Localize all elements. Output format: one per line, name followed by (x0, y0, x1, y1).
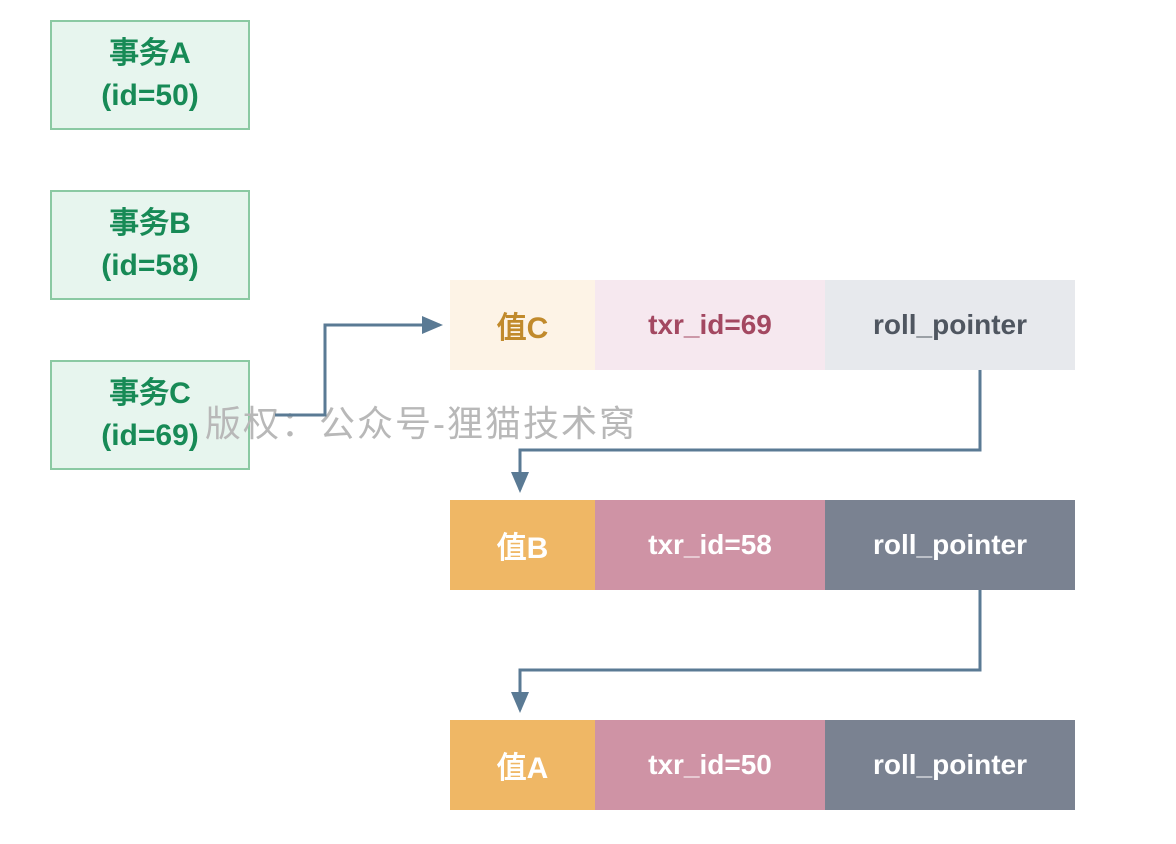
arrow-row1-to-row2 (520, 590, 980, 710)
version-row-0: 值C txr_id=69 roll_pointer (450, 280, 1075, 370)
watermark-text: 版权：公众号-狸猫技术窝 (205, 395, 637, 447)
row2-txrid-cell: txr_id=50 (595, 720, 825, 810)
row2-rollpointer-cell: roll_pointer (825, 720, 1075, 810)
row1-rollpointer-cell: roll_pointer (825, 500, 1075, 590)
transaction-a-box: 事务A (id=50) (50, 20, 250, 130)
row1-value-cell: 值B (450, 500, 595, 590)
transaction-b-name: 事务B (109, 203, 191, 245)
row1-txrid-cell: txr_id=58 (595, 500, 825, 590)
transaction-a-id: (id=50) (101, 75, 199, 117)
transaction-c-name: 事务C (109, 373, 191, 415)
row2-value-cell: 值A (450, 720, 595, 810)
transaction-b-id: (id=58) (101, 245, 199, 287)
version-row-1: 值B txr_id=58 roll_pointer (450, 500, 1075, 590)
transaction-b-box: 事务B (id=58) (50, 190, 250, 300)
row0-rollpointer-cell: roll_pointer (825, 280, 1075, 370)
row0-value-cell: 值C (450, 280, 595, 370)
transaction-c-id: (id=69) (101, 415, 199, 457)
transaction-a-name: 事务A (109, 33, 191, 75)
version-row-2: 值A txr_id=50 roll_pointer (450, 720, 1075, 810)
row0-txrid-cell: txr_id=69 (595, 280, 825, 370)
